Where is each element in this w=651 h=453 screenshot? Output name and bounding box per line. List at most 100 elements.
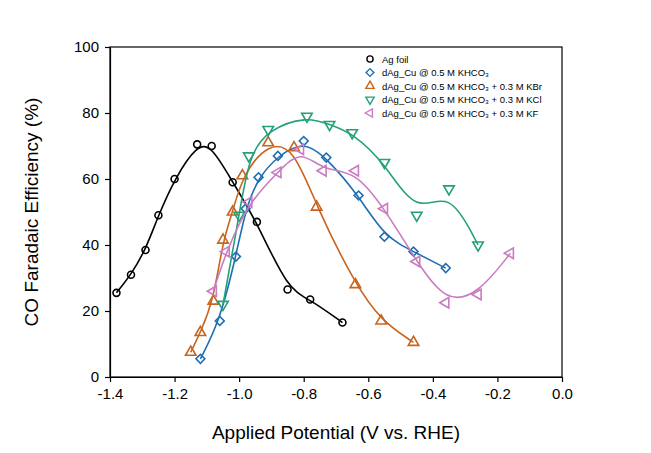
point [284,286,291,293]
legend-marker [366,97,374,104]
y-tick-mark [105,47,110,48]
y-axis-line [110,48,111,378]
legend-label: dAg_Cu @ 0.5 M KHCO₃ + 0.3 M KF [382,108,539,119]
point [142,246,149,253]
x-tick-label: -1.0 [227,385,253,402]
x-axis: -1.4 -1.2 -1.0 -0.8 -0.6 -0.4 -0.2 0.0 [98,377,573,402]
point [504,248,513,259]
point [185,346,196,355]
point [317,165,326,176]
y-tick: 80 [82,104,110,121]
point [440,297,449,308]
point [227,206,238,215]
x-tick-mark [239,377,240,382]
y-tick: 20 [82,302,110,319]
legend-marker [367,56,373,62]
legend-label: dAg_Cu @ 0.5 M KHCO₃ + 0.3 M KBr [382,81,542,92]
point [311,201,322,210]
x-axis-title: Applied Potential (V vs. RHE) [212,422,460,443]
legend-item: dAg_Cu @ 0.5 M KHCO₃ + 0.3 M KBr [366,81,542,92]
point [354,191,363,200]
legend-item: Ag foil [367,54,408,65]
point [441,264,450,273]
point [339,319,346,326]
x-axis-line [111,377,563,378]
point [263,126,274,135]
x-tick-mark [304,377,305,382]
fit-line [213,157,510,298]
point [244,153,255,162]
y-axis: 0 20 40 60 80 100 [74,38,111,385]
point [408,336,419,345]
series-points [185,137,418,356]
point [171,176,178,183]
plot-frame [110,47,562,377]
point [207,286,216,297]
legend-marker [366,81,374,88]
y-axis-title: CO Faradaic Efficiency (%) [21,98,42,327]
x-tick: -0.8 [291,377,317,402]
point [218,234,229,243]
series-points [207,144,513,308]
y-tick-mark [105,113,110,114]
y-tick: 0 [91,368,110,385]
y-tick-mark [105,377,110,378]
y-tick-mark [105,245,110,246]
y-tick-mark [105,311,110,312]
point [273,151,282,160]
x-tick: -1.2 [162,377,188,402]
x-tick-mark [433,377,434,382]
point [155,212,162,219]
x-tick-mark [562,377,563,382]
point [411,256,420,267]
legend-label: dAg_Cu @ 0.5 M KHCO₃ [382,67,489,78]
fit-line [223,120,478,305]
point [302,113,313,122]
x-tick-label: -0.8 [291,385,317,402]
x-tick: 0.0 [552,377,573,402]
legend-label: dAg_Cu @ 0.5 M KHCO₃ + 0.3 M KCl [382,94,542,105]
fit-line [116,147,342,323]
point [350,279,361,288]
y-tick-label: 80 [82,104,99,121]
x-tick-label: -0.4 [420,385,446,402]
legend-item: dAg_Cu @ 0.5 M KHCO₃ + 0.3 M KF [365,108,538,119]
point [378,203,387,214]
x-tick-label: -0.2 [485,385,511,402]
y-tick: 100 [74,38,110,55]
y-tick-label: 20 [82,302,99,319]
x-tick-label: 0.0 [552,385,573,402]
point [324,122,335,131]
series-points [218,113,484,310]
x-tick-label: -0.6 [356,385,382,402]
point [294,144,303,155]
point [411,212,422,221]
point [472,289,481,300]
point [349,165,358,176]
point [376,315,387,324]
x-tick: -1.4 [98,377,124,402]
x-tick: -0.6 [356,377,382,402]
series-points [196,137,450,364]
x-tick: -0.4 [420,377,446,402]
point [194,141,201,148]
point [220,246,229,257]
point [473,242,484,251]
data-layer [113,113,513,363]
x-tick-mark [497,377,498,382]
legend: Ag foil dAg_Cu @ 0.5 M KHCO₃ dAg_Cu @ 0.5 … [365,54,542,119]
point [253,218,260,225]
point [196,354,205,363]
x-tick: -0.2 [485,377,511,402]
point [218,301,229,310]
point [243,197,252,208]
x-tick-mark [110,377,111,382]
point [195,326,206,335]
series-points [113,141,346,326]
point [444,186,455,195]
legend-label: Ag foil [382,54,408,65]
y-tick: 60 [82,170,110,187]
y-tick-label: 40 [82,236,99,253]
x-tick-mark [174,377,175,382]
x-tick-label: -1.4 [98,385,124,402]
